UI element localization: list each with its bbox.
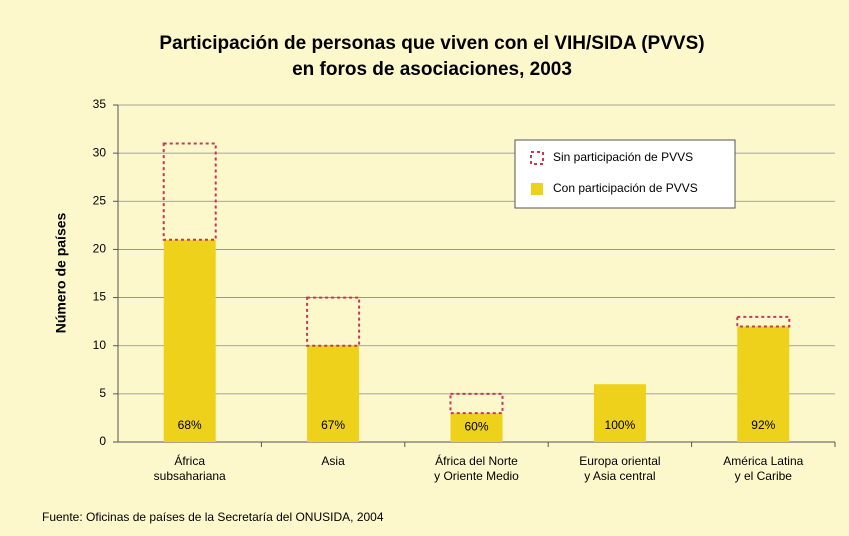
x-tick-label: América Latina y el Caribe [723, 454, 803, 483]
y-tick-label: 10 [93, 338, 107, 352]
bar-segment [307, 345, 360, 442]
bar-label: 100% [605, 418, 636, 432]
x-tick-label: Europa oriental y Asia central [579, 454, 660, 483]
legend-swatch [530, 151, 544, 165]
legend-label: Sin participación de PVVS [553, 150, 693, 164]
x-tick-label-line: y el Caribe [735, 469, 793, 483]
x-tick-label-line: y Oriente Medio [434, 469, 519, 483]
legend-swatch [531, 183, 543, 195]
x-tick-label-line: Europa oriental [579, 454, 660, 468]
y-tick-label: 5 [99, 386, 106, 400]
chart-title: en foros de asociaciones, 2003 [292, 59, 572, 80]
bar-label: 68% [178, 418, 202, 432]
y-tick-label: 0 [99, 434, 106, 448]
x-tick-label-line: África del Norte [435, 453, 518, 468]
y-tick-label: 20 [93, 242, 107, 256]
bar-segment [737, 326, 790, 442]
bar-label: 60% [464, 420, 488, 434]
bar-segment [736, 315, 791, 328]
chart-title: Participación de personas que viven con … [159, 33, 704, 54]
bar-label: 67% [321, 418, 345, 432]
x-tick-label-line: Asia [321, 454, 345, 468]
x-tick-label-line: subsahariana [154, 469, 226, 483]
x-tick-label-line: África [174, 453, 205, 468]
legend-box [514, 139, 736, 209]
bar-segment [449, 392, 504, 415]
y-tick-label: 35 [93, 97, 107, 111]
x-tick-label-line: América Latina [723, 454, 803, 468]
y-tick-label: 30 [93, 145, 107, 159]
bar-segment [162, 142, 217, 241]
x-tick-label-line: y Asia central [584, 469, 655, 483]
bar-label: 92% [751, 418, 775, 432]
x-tick-label: Asia [321, 454, 345, 468]
x-tick-label: África subsahariana [154, 453, 226, 483]
source: Fuente: Oficinas de países de la Secreta… [42, 510, 384, 524]
x-tick-label: África del Norte y Oriente Medio [434, 453, 519, 483]
bar-segment [163, 239, 216, 442]
legend-label: Con participación de PVVS [553, 181, 698, 195]
y-axis-label: Número de países [53, 212, 69, 333]
bar-segment [306, 296, 361, 347]
y-tick-label: 15 [93, 290, 107, 304]
bar-segment [450, 413, 503, 442]
y-tick-label: 25 [93, 193, 107, 207]
bar-segment [593, 384, 646, 442]
